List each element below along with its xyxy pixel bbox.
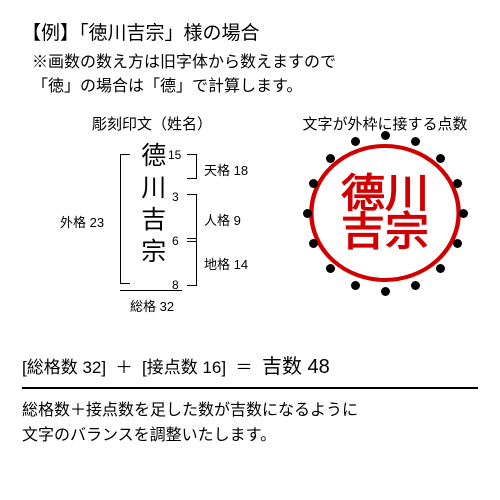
eq-setten: [接点数 16]: [142, 358, 226, 377]
contact-dot: [309, 239, 318, 248]
stroke-diagram-column: 彫刻印文（姓名） 德川吉宗 15 3 6 8 天格 18 人格 9 地格 14 …: [22, 113, 282, 338]
contact-dot: [459, 209, 468, 218]
contact-dot: [303, 209, 312, 218]
bracket-gaikaku: [120, 154, 130, 284]
note-line-1: ※画数の数え方は旧字体から数えますので: [32, 51, 478, 75]
seal-circle: 德川 吉宗: [309, 144, 461, 282]
contact-dot: [453, 179, 462, 188]
total-underline: [120, 290, 182, 291]
contact-dot: [381, 131, 390, 140]
label-tenkaku: 天格 18: [204, 160, 248, 179]
eq-equals: ＝: [236, 358, 253, 377]
contact-dot: [436, 154, 445, 163]
label-soukaku: 総格 32: [130, 296, 174, 315]
bracket-jinkaku: [187, 194, 197, 242]
left-heading: 彫刻印文（姓名）: [22, 113, 282, 134]
stroke-diagram: 德川吉宗 15 3 6 8 天格 18 人格 9 地格 14 外格 23 総格 …: [22, 138, 282, 338]
stroke-count-3: 6: [172, 234, 179, 248]
footer-line-2: 文字のバランスを調整いたします。: [22, 424, 478, 449]
example-title: 【例】「徳川吉宗」様の場合: [22, 18, 478, 45]
equation-row: [総格数 32] ＋ [接点数 16] ＝ 吉数 48: [22, 346, 478, 389]
contact-dot: [326, 154, 335, 163]
contact-dot: [411, 281, 420, 290]
seal-text-2: 吉宗: [341, 213, 429, 251]
bracket-chikaku: [187, 238, 197, 286]
eq-soukaku: [総格数 32]: [22, 358, 106, 377]
contact-dot: [381, 287, 390, 296]
bracket-tenkaku: [187, 154, 197, 179]
seal-text-1: 德川: [341, 175, 429, 213]
footer-note: 総格数＋接点数を足した数が吉数になるように 文字のバランスを調整いたします。: [22, 399, 478, 449]
contact-dot: [453, 239, 462, 248]
label-gaikaku: 外格 23: [60, 212, 104, 231]
note-line-2: 「徳」の場合は「德」で計算します。: [32, 75, 478, 99]
contact-dot: [309, 179, 318, 188]
label-jinkaku: 人格 9: [204, 210, 241, 229]
stroke-count-1: 15: [168, 148, 181, 162]
diagram-row: 彫刻印文（姓名） 德川吉宗 15 3 6 8 天格 18 人格 9 地格 14 …: [22, 113, 478, 338]
contact-dot: [351, 137, 360, 146]
eq-result: 吉数 48: [262, 356, 330, 378]
note-block: ※画数の数え方は旧字体から数えますので 「徳」の場合は「德」で計算します。: [22, 51, 478, 99]
contact-dot: [351, 281, 360, 290]
seal-wrap: 德川 吉宗: [316, 144, 454, 282]
contact-dot: [326, 264, 335, 273]
footer-line-1: 総格数＋接点数を足した数が吉数になるように: [22, 399, 478, 424]
label-chikaku: 地格 14: [204, 254, 248, 273]
contact-dot: [411, 137, 420, 146]
name-vertical: 德川吉宗: [134, 142, 168, 270]
seal-column: 文字が外枠に接する点数 德川 吉宗: [292, 113, 478, 338]
contact-dot: [436, 264, 445, 273]
stroke-count-2: 3: [172, 190, 179, 204]
eq-plus: ＋: [116, 358, 133, 377]
